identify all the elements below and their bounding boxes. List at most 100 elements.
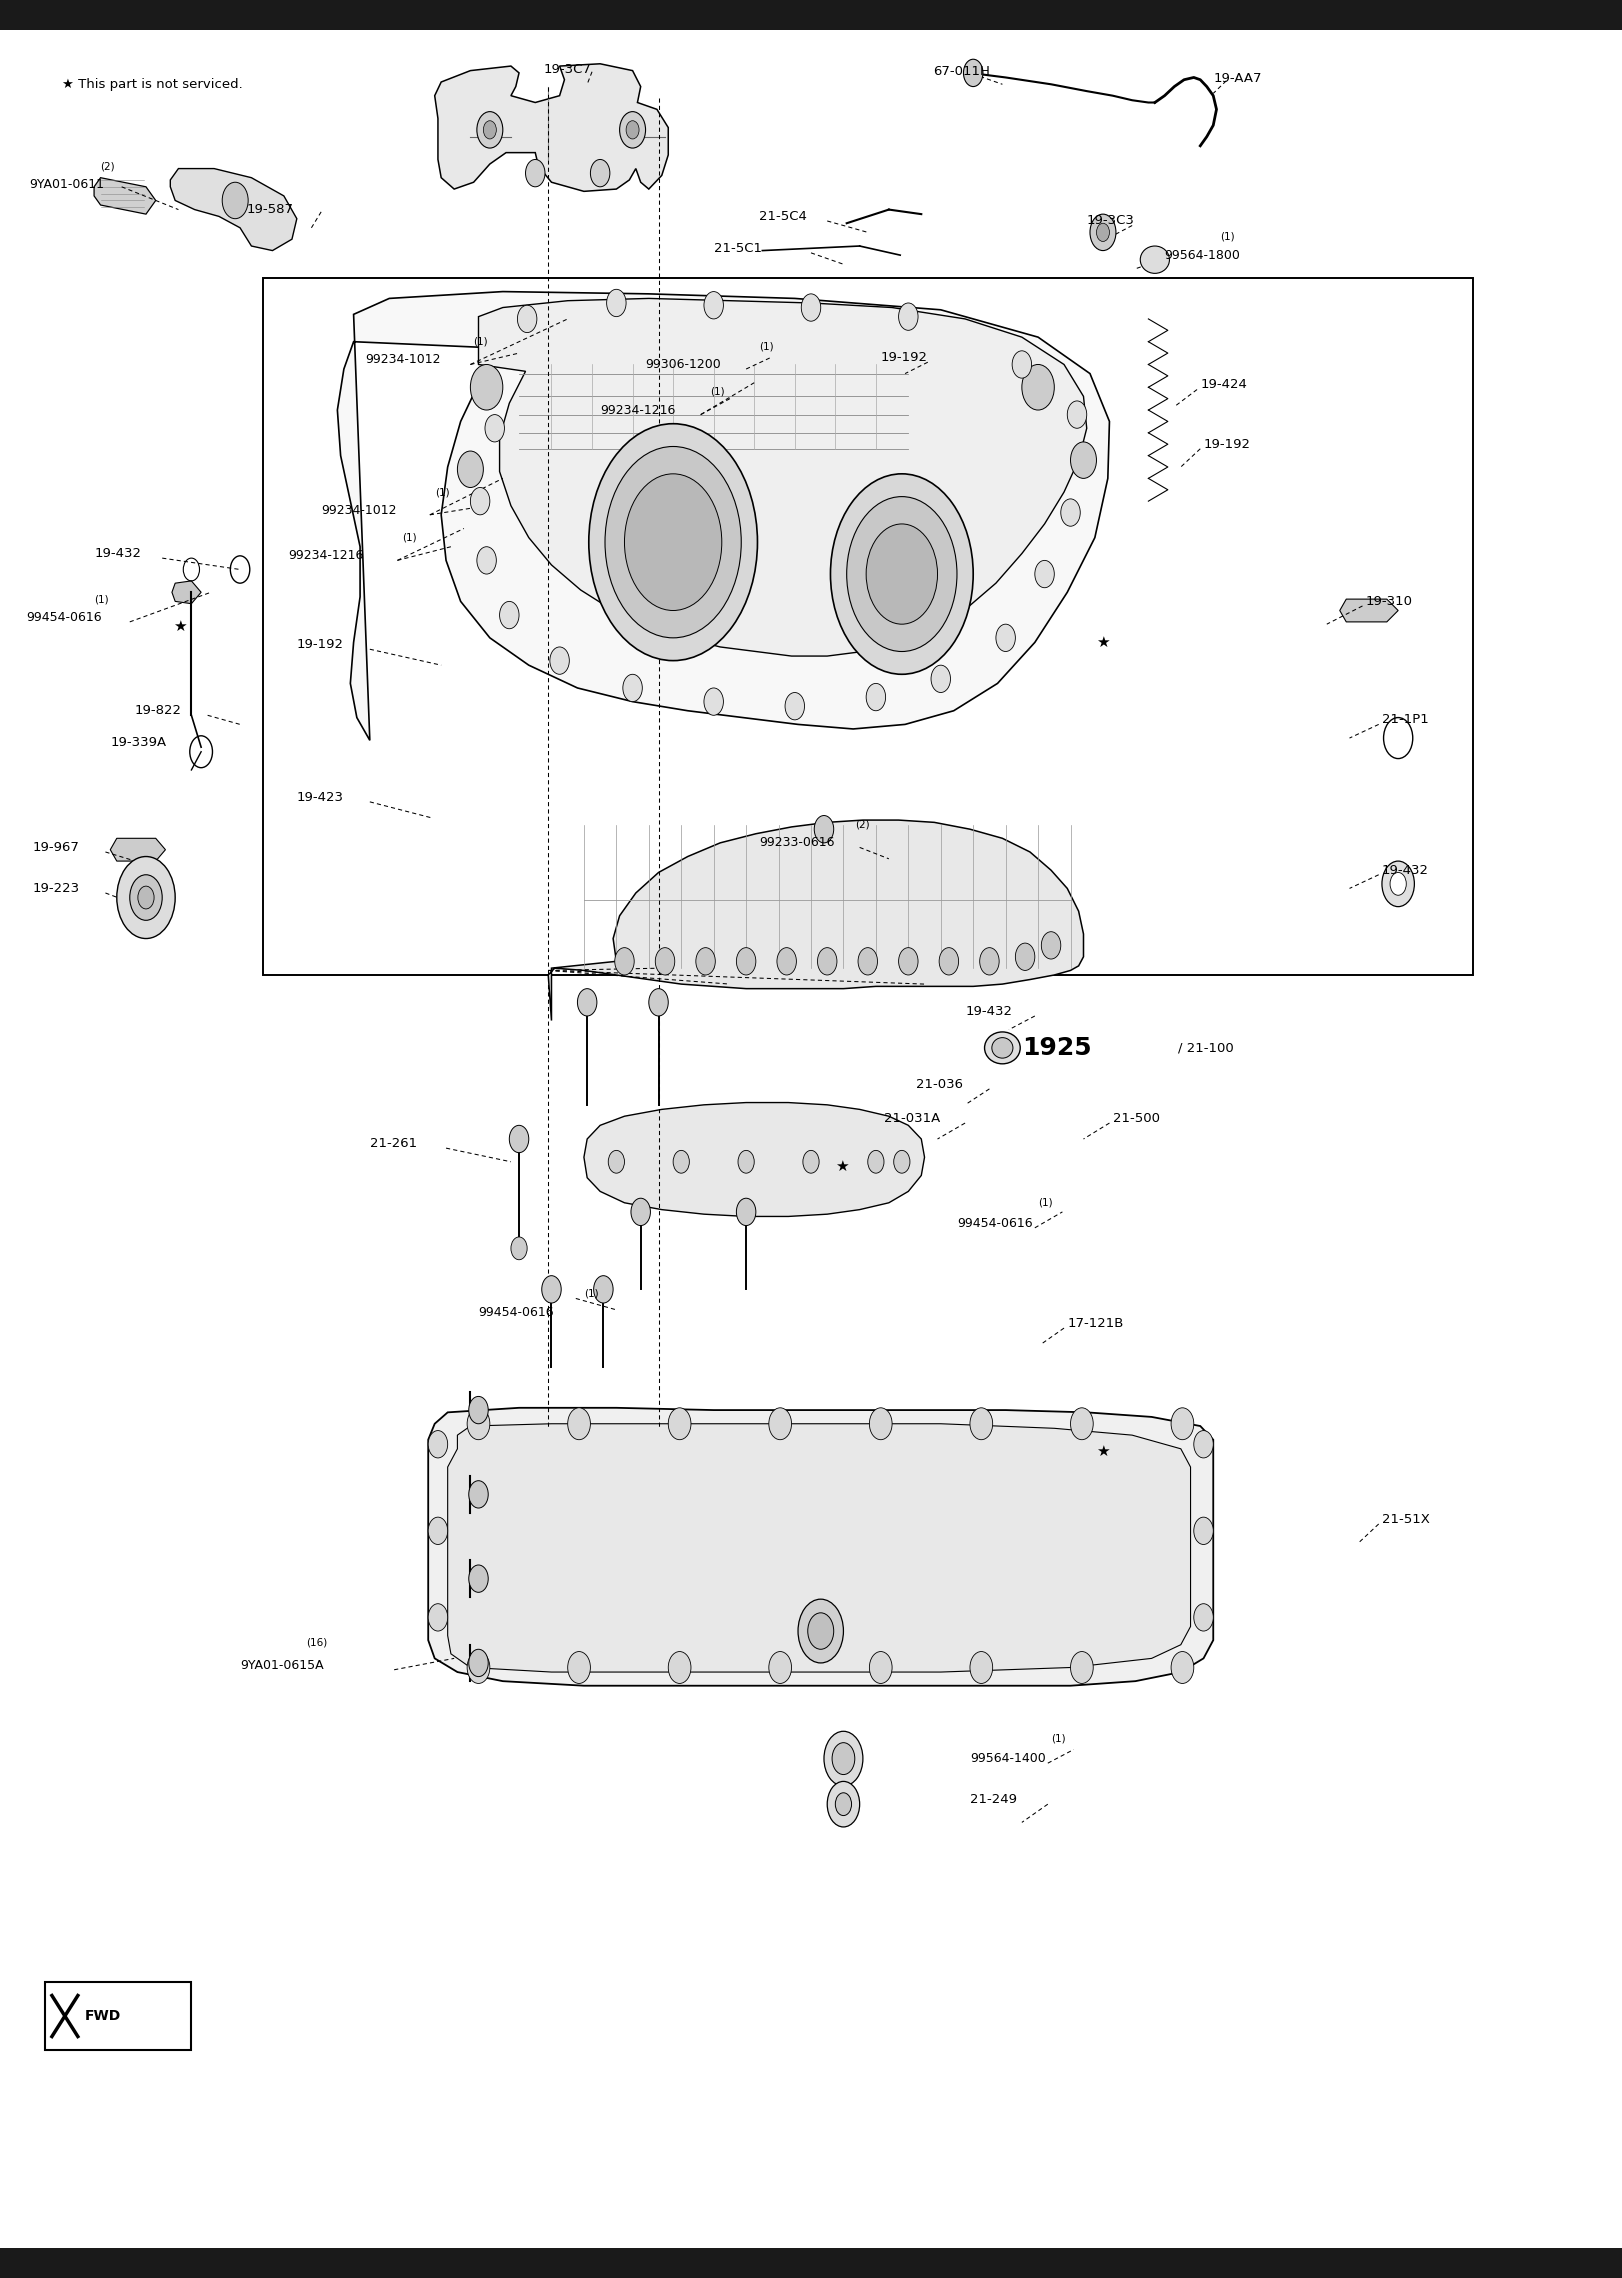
Circle shape: [590, 159, 610, 187]
Circle shape: [1022, 364, 1054, 410]
Circle shape: [1012, 351, 1032, 378]
Polygon shape: [435, 64, 668, 191]
Text: 9YA01-0611: 9YA01-0611: [29, 178, 104, 191]
Circle shape: [649, 989, 668, 1016]
Circle shape: [777, 948, 796, 975]
Text: 99306-1200: 99306-1200: [646, 358, 722, 371]
Circle shape: [798, 1599, 843, 1663]
Circle shape: [830, 474, 973, 674]
Circle shape: [623, 674, 642, 702]
Text: (1): (1): [1051, 1734, 1066, 1743]
Circle shape: [738, 1150, 754, 1173]
Text: (1): (1): [1038, 1198, 1053, 1207]
Circle shape: [485, 415, 504, 442]
Circle shape: [542, 1276, 561, 1303]
Text: 21-1P1: 21-1P1: [1382, 713, 1429, 727]
Text: 99234-1012: 99234-1012: [321, 503, 397, 517]
Polygon shape: [548, 820, 1083, 1021]
Circle shape: [785, 693, 805, 720]
Circle shape: [801, 294, 821, 321]
Circle shape: [847, 497, 957, 652]
Circle shape: [931, 665, 950, 693]
Text: ★: ★: [1096, 636, 1109, 649]
Text: ★: ★: [835, 1160, 848, 1173]
Circle shape: [832, 1743, 855, 1775]
Circle shape: [1071, 1652, 1093, 1683]
Circle shape: [469, 1481, 488, 1508]
Circle shape: [1061, 499, 1080, 526]
Circle shape: [1382, 861, 1414, 907]
Text: 19-424: 19-424: [1200, 378, 1247, 392]
Text: (1): (1): [710, 387, 725, 396]
Text: 67-011H: 67-011H: [933, 66, 989, 77]
Polygon shape: [478, 298, 1087, 656]
Text: 9YA01-0615A: 9YA01-0615A: [240, 1658, 324, 1672]
Circle shape: [589, 424, 757, 661]
Circle shape: [696, 948, 715, 975]
Text: 99454-0616: 99454-0616: [26, 611, 102, 624]
Circle shape: [970, 1408, 993, 1440]
Text: 21-036: 21-036: [916, 1077, 963, 1091]
Circle shape: [817, 948, 837, 975]
Circle shape: [483, 121, 496, 139]
Circle shape: [769, 1652, 792, 1683]
Circle shape: [814, 816, 834, 843]
Circle shape: [655, 948, 675, 975]
Circle shape: [1096, 223, 1109, 241]
Text: 19-587: 19-587: [247, 203, 294, 216]
Circle shape: [620, 112, 646, 148]
Circle shape: [1090, 214, 1116, 251]
Circle shape: [577, 989, 597, 1016]
Circle shape: [1171, 1652, 1194, 1683]
Text: (1): (1): [1220, 232, 1234, 241]
Circle shape: [526, 159, 545, 187]
Circle shape: [939, 948, 959, 975]
Text: 21-249: 21-249: [970, 1793, 1017, 1806]
Polygon shape: [1340, 599, 1398, 622]
Circle shape: [827, 1781, 860, 1827]
Text: 99454-0616: 99454-0616: [478, 1305, 555, 1319]
Text: (1): (1): [402, 533, 417, 542]
Circle shape: [477, 547, 496, 574]
Circle shape: [470, 487, 490, 515]
Circle shape: [608, 1150, 624, 1173]
Text: (2): (2): [101, 162, 115, 171]
Circle shape: [568, 1652, 590, 1683]
Circle shape: [970, 1652, 993, 1683]
Text: 99233-0616: 99233-0616: [759, 836, 835, 850]
Circle shape: [511, 1237, 527, 1260]
Circle shape: [457, 451, 483, 487]
Text: 19-192: 19-192: [881, 351, 928, 364]
Text: 19-432: 19-432: [1382, 863, 1429, 877]
Bar: [0, 2248, 1622, 2278]
Text: 19-822: 19-822: [135, 704, 182, 718]
Text: (1): (1): [584, 1289, 599, 1298]
Text: 99234-1216: 99234-1216: [600, 403, 675, 417]
Circle shape: [594, 1276, 613, 1303]
Text: 19-310: 19-310: [1366, 595, 1413, 608]
Circle shape: [626, 121, 639, 139]
Circle shape: [500, 601, 519, 629]
Circle shape: [130, 875, 162, 920]
Ellipse shape: [985, 1032, 1020, 1064]
Circle shape: [1071, 442, 1096, 478]
Text: 21-031A: 21-031A: [884, 1112, 941, 1125]
Text: / 21-100: / 21-100: [1178, 1041, 1233, 1055]
Circle shape: [736, 948, 756, 975]
Circle shape: [736, 1198, 756, 1226]
Circle shape: [1390, 872, 1406, 895]
Text: 21-5C1: 21-5C1: [714, 241, 762, 255]
Text: 19-3C3: 19-3C3: [1087, 214, 1135, 228]
Circle shape: [117, 857, 175, 939]
Circle shape: [824, 1731, 863, 1786]
Text: ★ This part is not serviced.: ★ This part is not serviced.: [62, 77, 242, 91]
Text: (16): (16): [307, 1638, 328, 1647]
Circle shape: [615, 948, 634, 975]
Circle shape: [1067, 401, 1087, 428]
Circle shape: [868, 1150, 884, 1173]
Circle shape: [1015, 943, 1035, 970]
Circle shape: [769, 1408, 792, 1440]
Polygon shape: [584, 1103, 925, 1216]
Text: (1): (1): [435, 487, 449, 497]
Circle shape: [704, 292, 723, 319]
